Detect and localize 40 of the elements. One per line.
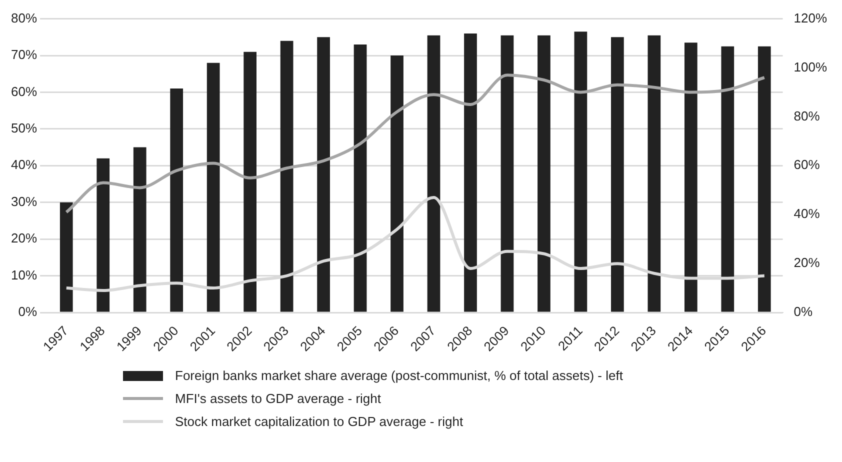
y-tick-label: 10%: [10, 267, 38, 282]
bar: [317, 37, 330, 312]
legend-label: Stock market capitalization to GDP average - right: [175, 414, 464, 429]
y2-tick-label: 120%: [794, 10, 828, 26]
bar: [60, 202, 73, 312]
bar: [133, 147, 146, 312]
legend-label: MFI's assets to GDP average - right: [175, 391, 381, 406]
bar: [390, 56, 404, 312]
y-tick-label: 60%: [10, 84, 38, 99]
bar: [611, 37, 624, 312]
bar: [427, 35, 440, 312]
y-tick-label: 30%: [10, 194, 38, 209]
y2-tick-label: 80%: [794, 108, 820, 124]
y-tick-label: 0%: [18, 304, 38, 320]
y-tick-label: 80%: [10, 10, 38, 26]
bar: [244, 52, 256, 312]
bar: [464, 33, 477, 312]
bar: [758, 46, 771, 312]
bar: [721, 46, 734, 312]
line-series: [64, 74, 766, 214]
y2-tick-label: 20%: [794, 255, 820, 270]
y2-tick-label: 60%: [794, 157, 820, 172]
y-tick-label: 50%: [10, 120, 38, 136]
bar: [96, 158, 110, 312]
bar: [574, 32, 588, 312]
bar: [170, 88, 184, 312]
y2-tick-label: 0%: [794, 304, 813, 320]
legend-label: Foreign banks market share average (post-communist, % of total assets) - left: [175, 368, 623, 383]
y-tick-label: 20%: [10, 230, 38, 246]
y2-tick-label: 100%: [794, 59, 828, 74]
y-tick-label: 40%: [10, 157, 38, 172]
bar: [500, 35, 514, 312]
bar: [684, 42, 698, 312]
y2-tick-label: 40%: [794, 206, 820, 222]
bar: [648, 35, 661, 312]
bar: [206, 62, 220, 312]
bar: [280, 40, 294, 312]
y-tick-label: 70%: [10, 47, 38, 62]
bar: [354, 44, 367, 312]
bar: [538, 35, 550, 312]
